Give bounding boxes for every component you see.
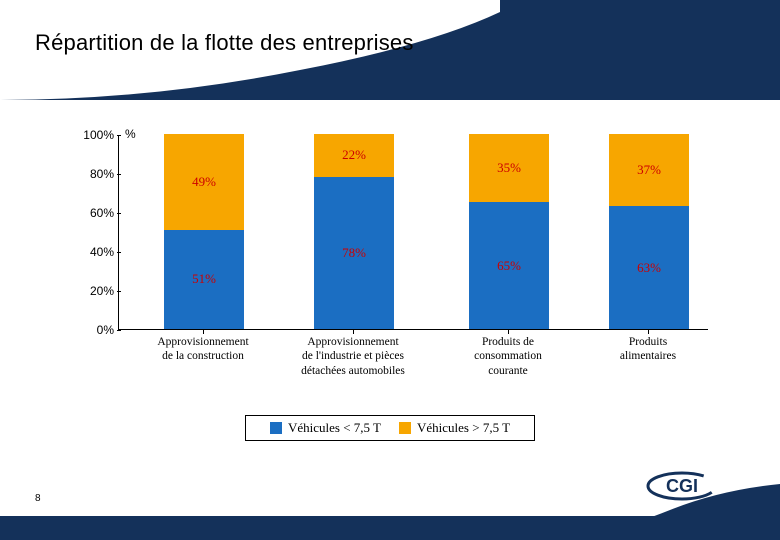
x-tick-mark (508, 330, 509, 334)
legend-item: Véhicules > 7,5 T (399, 420, 510, 436)
x-label: Approvisionnementde l'industrie et pièce… (288, 335, 418, 378)
y-tick: 40% (90, 245, 114, 259)
x-tick-mark (203, 330, 204, 334)
legend-swatch (399, 422, 411, 434)
bar-group: 63% 37% (609, 134, 689, 329)
plot-area: 51% 49% 78% 22% 65% 35% 63% 37% (118, 135, 698, 330)
y-tick-mark (117, 135, 121, 136)
footer-band (0, 516, 780, 540)
x-label: Approvisionnementde la construction (138, 335, 268, 364)
cgi-logo: CGI (642, 468, 722, 504)
x-label: Produitsalimentaires (583, 335, 713, 364)
y-tick-mark (117, 213, 121, 214)
y-tick: 60% (90, 206, 114, 220)
bar-label-gt: 37% (609, 162, 689, 178)
legend-item: Véhicules < 7,5 T (270, 420, 381, 436)
logo-text: CGI (666, 476, 698, 496)
slide: Répartition de la flotte des entreprises… (0, 0, 780, 540)
bar-label-lt: 65% (469, 258, 549, 274)
baseline-extension (698, 329, 708, 330)
legend-swatch (270, 422, 282, 434)
y-tick-mark (117, 252, 121, 253)
x-label: Produits deconsommationcourante (443, 335, 573, 378)
y-tick-mark (117, 291, 121, 292)
fleet-chart: 0%20%40%60%80%100% % 51%49%78%22%65%35%6… (70, 135, 710, 425)
bar-label-gt: 49% (164, 174, 244, 190)
y-tick: 0% (97, 323, 114, 337)
bar-group: 65% 35% (469, 134, 549, 329)
y-tick-mark (117, 174, 121, 175)
bar-group: 78% 22% (314, 134, 394, 329)
bar-label-lt: 78% (314, 245, 394, 261)
bar-label-lt: 63% (609, 260, 689, 276)
bar-group: 51% 49% (164, 134, 244, 329)
x-tick-mark (648, 330, 649, 334)
y-tick: 80% (90, 167, 114, 181)
y-tick: 20% (90, 284, 114, 298)
legend: Véhicules < 7,5 T Véhicules > 7,5 T (245, 415, 535, 441)
legend-label: Véhicules > 7,5 T (417, 420, 510, 436)
y-axis: 0%20%40%60%80%100% (70, 135, 118, 330)
legend-label: Véhicules < 7,5 T (288, 420, 381, 436)
slide-title: Répartition de la flotte des entreprises (35, 30, 414, 56)
bar-label-gt: 22% (314, 147, 394, 163)
bar-label-gt: 35% (469, 160, 549, 176)
page-number: 8 (35, 493, 41, 504)
y-tick-mark (117, 330, 121, 331)
y-tick: 100% (83, 128, 114, 142)
bar-label-lt: 51% (164, 271, 244, 287)
x-tick-mark (353, 330, 354, 334)
